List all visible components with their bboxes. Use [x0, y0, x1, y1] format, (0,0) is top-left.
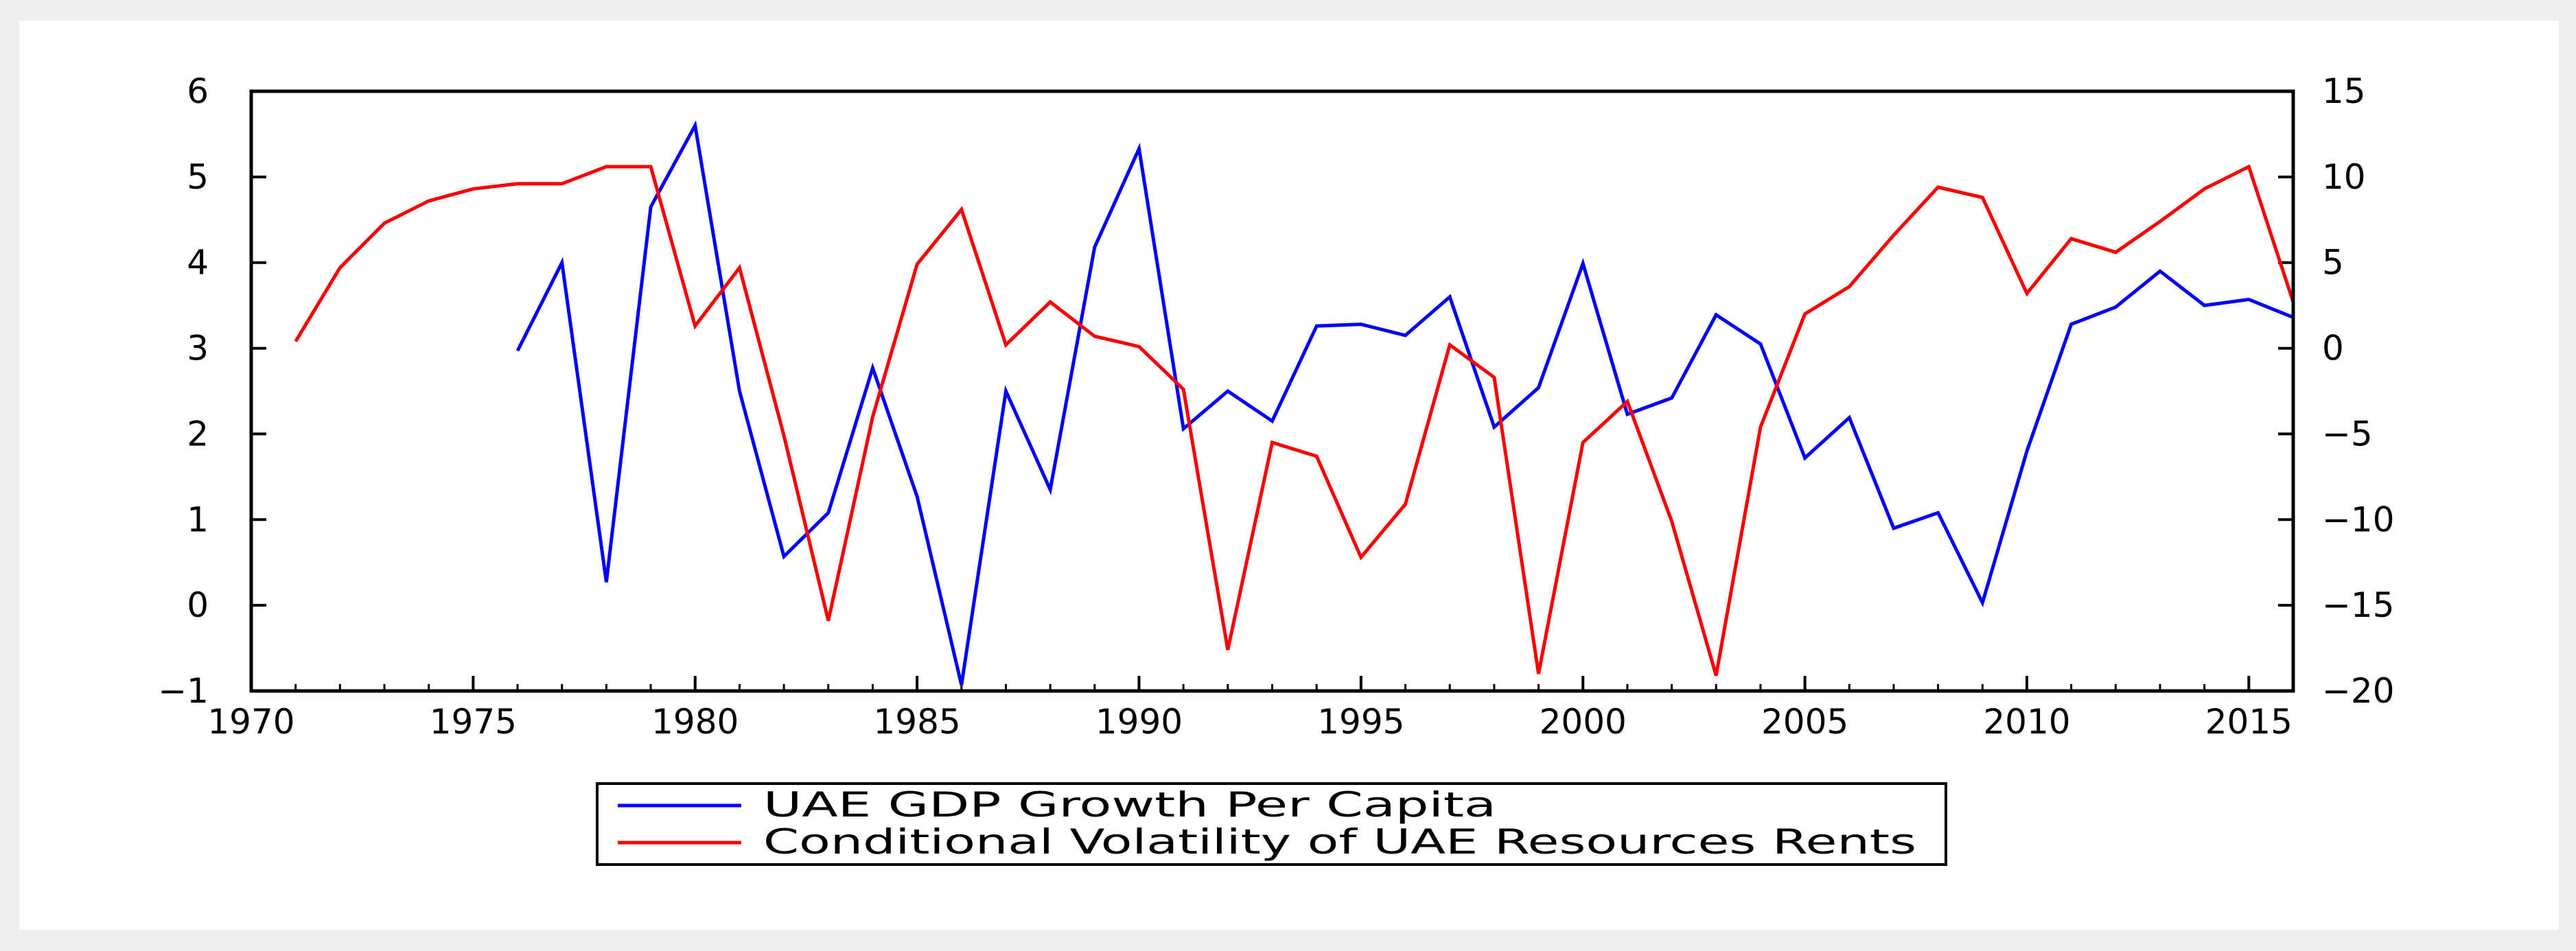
- left-y-tick-label: −1: [158, 671, 209, 711]
- legend-label-volatility: Conditional Volatility of UAE Resources …: [763, 822, 1916, 862]
- x-axis-ticks: 1970 1975 1980 1985 1990 1995 2000 2005 2010 2015: [207, 676, 2295, 742]
- x-tick-label: 2010: [1983, 702, 2070, 742]
- left-y-axis-ticks: −1 0 1 2 3 4 5 6: [158, 71, 266, 711]
- x-tick-label: 1980: [651, 702, 739, 742]
- right-y-tick-label: 15: [2322, 71, 2366, 111]
- legend-label-gdp: UAE GDP Growth Per Capita: [763, 785, 1496, 825]
- left-y-tick-label: 4: [187, 243, 209, 283]
- x-tick-label: 1995: [1317, 702, 1404, 742]
- left-y-tick-label: 5: [187, 157, 209, 197]
- x-tick-label: 2000: [1540, 702, 1627, 742]
- plot-frame: [249, 89, 2295, 693]
- right-y-tick-label: −20: [2322, 671, 2395, 711]
- x-tick-label: 1985: [873, 702, 960, 742]
- right-y-axis-ticks: −20 −15 −10 −5 0 5 10 15: [2278, 71, 2395, 711]
- x-tick-label: 1975: [430, 702, 517, 742]
- left-y-tick-label: 6: [187, 71, 209, 111]
- legend: UAE GDP Growth Per Capita Conditional Vo…: [596, 782, 1947, 866]
- legend-box: [596, 782, 1947, 866]
- right-y-tick-label: 5: [2322, 243, 2344, 283]
- x-tick-label: 2005: [1761, 702, 1848, 742]
- series-line-gdp-growth: [515, 120, 2294, 685]
- left-y-tick-label: 3: [187, 329, 209, 368]
- right-y-tick-label: −5: [2322, 414, 2373, 454]
- left-y-tick-label: 0: [187, 585, 209, 625]
- left-y-tick-label: 2: [187, 414, 209, 454]
- right-y-tick-label: −10: [2322, 500, 2395, 539]
- series-layer: [294, 120, 2295, 685]
- x-tick-label: 1970: [207, 702, 294, 742]
- right-y-tick-label: 10: [2322, 157, 2366, 197]
- left-y-tick-label: 1: [187, 500, 209, 539]
- series-line-conditional-volatility: [294, 164, 2295, 677]
- plot-area: [251, 91, 2293, 691]
- x-tick-label: 1990: [1095, 702, 1183, 742]
- right-y-tick-label: 0: [2322, 329, 2344, 368]
- x-tick-label: 2015: [2205, 702, 2293, 742]
- right-y-tick-label: −15: [2322, 585, 2395, 625]
